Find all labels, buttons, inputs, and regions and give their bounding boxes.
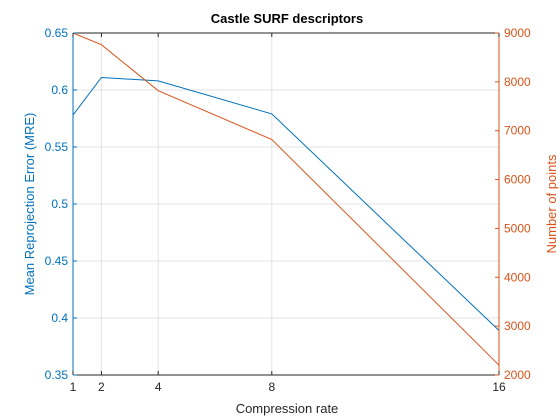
x-tick-label: 1 [70,380,77,394]
x-tick-label: 4 [155,380,162,394]
right-y-tick-label: 3000 [504,319,531,333]
x-tick-label: 8 [268,380,275,394]
chart-title: Castle SURF descriptors [211,11,363,26]
left-y-tick-label: 0.35 [45,368,69,382]
right-y-tick-label: 7000 [504,124,531,138]
left-y-tick-label: 0.4 [51,311,68,325]
left-y-axis-label: Mean Reprojection Error (MRE) [22,113,37,296]
right-y-tick-label: 8000 [504,75,531,89]
left-y-tick-label: 0.55 [45,140,69,154]
left-y-tick-label: 0.65 [45,26,69,40]
x-tick-label: 2 [98,380,105,394]
points-series-line [72,32,500,366]
right-y-tick-label: 5000 [504,221,531,235]
mre-series-line [72,76,500,331]
tick-labels: 1 2 4 8 16 0.35 0.4 0.45 0.5 0.55 0.6 0.65 2000 3000 4… [45,26,531,394]
right-y-tick-label: 6000 [504,173,531,187]
x-tick-label: 16 [492,380,506,394]
left-y-tick-label: 0.45 [45,254,69,268]
right-y-tick-label: 2000 [504,368,531,382]
left-y-tick-label: 0.6 [51,83,68,97]
left-y-tick-label: 0.5 [51,197,68,211]
x-axis-label: Compression rate [236,401,339,416]
series-lines [72,32,500,366]
right-y-tick-label: 9000 [504,26,531,40]
axes [72,32,500,376]
right-y-axis-label: Number of points [544,154,559,253]
right-y-tick-label: 4000 [504,270,531,284]
grid-lines [72,32,500,376]
